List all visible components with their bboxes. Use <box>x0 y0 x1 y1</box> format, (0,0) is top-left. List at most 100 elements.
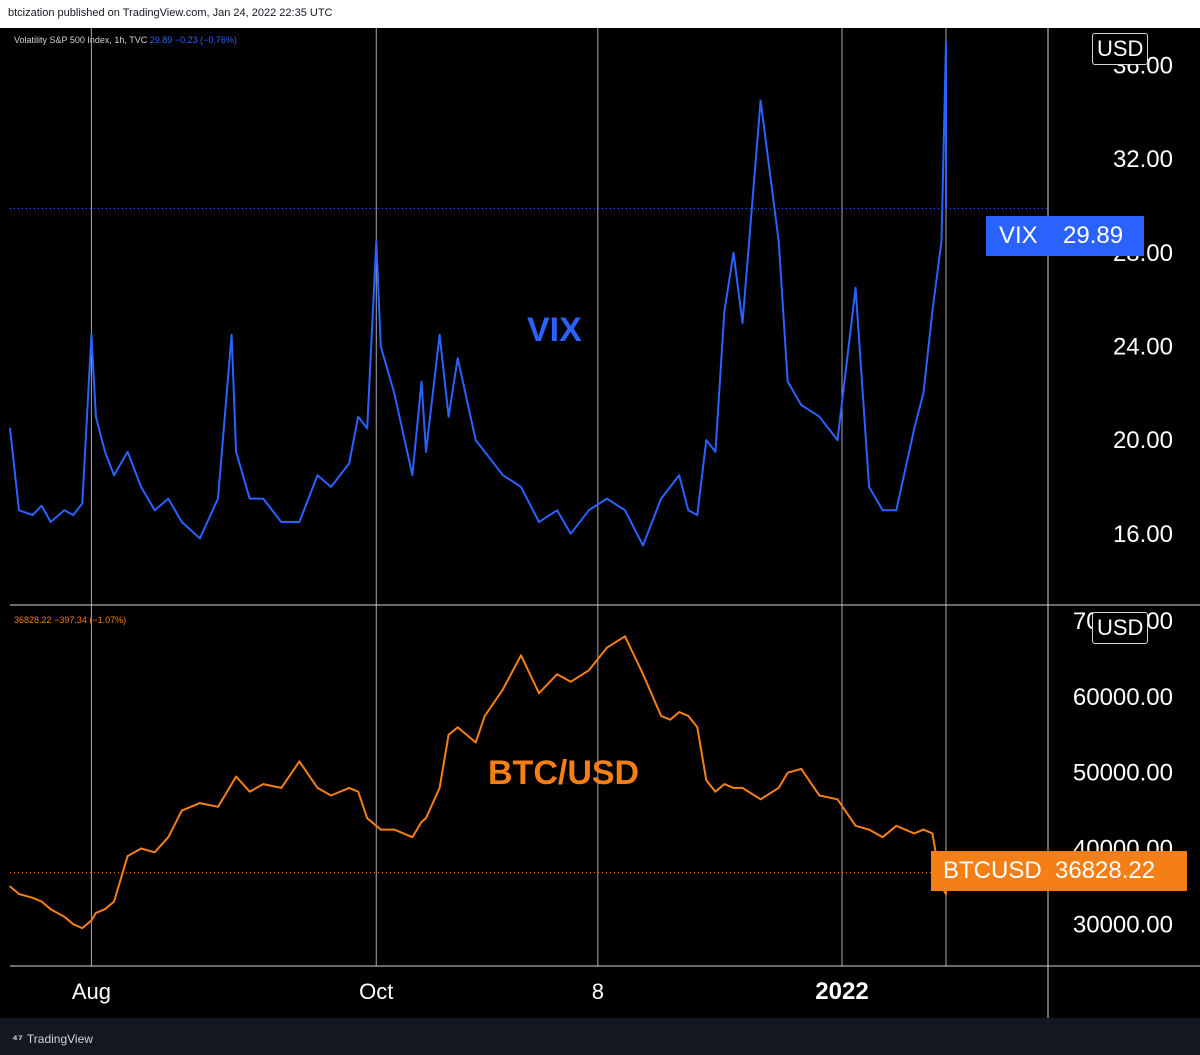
btc-data-point <box>181 809 183 812</box>
btc-data-point <box>624 635 626 638</box>
btc-data-point <box>723 783 726 785</box>
btc-data-point <box>153 851 156 854</box>
btc-data-point <box>922 828 925 831</box>
btc-data-point <box>705 779 708 782</box>
btc-data-point <box>330 794 332 797</box>
btc-data-point <box>9 885 11 888</box>
btc-data-point <box>881 836 884 838</box>
vix-data-point <box>393 392 396 395</box>
vix-data-point <box>379 345 382 348</box>
btc-data-point <box>379 828 382 831</box>
vix-data-point <box>624 509 626 512</box>
vix-data-point <box>280 521 283 523</box>
btc-data-point <box>854 824 857 827</box>
btc-y-tick-label: 60000.00 <box>1073 684 1173 711</box>
btc-data-point <box>230 783 233 785</box>
btc-data-point <box>520 654 522 657</box>
vix-data-point <box>357 415 359 418</box>
vix-data-point <box>181 521 183 523</box>
publish-header: btcization published on TradingView.com,… <box>0 0 1200 28</box>
vix-data-point <box>483 451 486 453</box>
vix-data-point <box>375 240 378 242</box>
vix-data-point <box>854 287 857 289</box>
vix-data-point <box>90 333 93 336</box>
vix-data-point <box>714 451 717 453</box>
vix-series-line <box>9 41 947 547</box>
vix-data-point <box>696 514 699 516</box>
vix-tag-value: 29.89 <box>1063 222 1124 249</box>
vix-data-point <box>678 474 681 477</box>
btc-data-point <box>660 715 662 717</box>
btc-data-point <box>786 771 789 774</box>
vix-data-point <box>520 486 522 488</box>
btc-data-point <box>502 688 504 691</box>
vix-data-point <box>759 99 762 102</box>
btc-data-point <box>262 783 265 785</box>
vix-data-point <box>40 504 43 507</box>
vix-annotation: VIX <box>527 311 582 349</box>
btc-tag-value: 36828.22 <box>1055 857 1156 884</box>
btc-data-point <box>818 794 821 797</box>
btc-y-tick-label: 30000.00 <box>1073 911 1173 938</box>
vix-data-point <box>95 415 97 418</box>
btc-data-point <box>348 787 350 789</box>
btc-data-point <box>687 715 690 717</box>
tradingview-logo[interactable]: ⁴⁷ TradingView <box>12 1032 93 1046</box>
vix-data-point <box>474 439 477 441</box>
vix-data-point <box>330 486 332 488</box>
btc-data-point <box>895 824 898 827</box>
vix-data-point <box>786 380 789 383</box>
footer-bar: ⁴⁷ TradingView <box>0 1018 1200 1055</box>
btc-data-point <box>316 787 319 789</box>
x-tick-label: 8 <box>592 979 604 1004</box>
vix-y-tick-label: 16.00 <box>1113 521 1173 548</box>
vix-data-point <box>366 427 369 430</box>
btc-data-point <box>587 669 590 672</box>
vix-data-point <box>945 41 947 43</box>
vix-legend-change: −0.23 (−0.76%) <box>174 35 237 45</box>
vix-data-point <box>262 497 265 500</box>
btc-data-point <box>678 711 681 713</box>
btc-data-point <box>569 680 572 683</box>
btc-data-point <box>126 855 129 857</box>
vix-data-point <box>660 497 662 500</box>
vix-data-point <box>836 439 839 441</box>
vix-data-point <box>9 427 11 430</box>
vix-data-point <box>72 514 75 516</box>
vix-data-point <box>456 357 459 359</box>
btc-currency-badge[interactable]: USD <box>1092 612 1149 644</box>
btc-data-point <box>49 908 52 910</box>
btc-data-point <box>95 912 97 914</box>
vix-y-tick-label: 24.00 <box>1113 333 1173 360</box>
vix-data-point <box>316 474 319 477</box>
btc-data-point <box>248 790 251 793</box>
btc-data-point <box>732 787 735 789</box>
publish-info: btcization published on TradingView.com,… <box>8 7 333 19</box>
x-tick-label: Oct <box>359 979 393 1004</box>
vix-y-tick-label: 20.00 <box>1113 427 1173 454</box>
vix-tag-symbol: VIX <box>999 222 1038 249</box>
btc-data-point <box>868 828 870 831</box>
vix-data-point <box>569 532 572 535</box>
vix-currency-badge[interactable]: USD <box>1092 33 1149 65</box>
btc-data-point <box>18 893 20 895</box>
btc-data-point <box>759 798 762 801</box>
x-tick-label: 2022 <box>815 978 868 1005</box>
vix-data-point <box>777 240 780 242</box>
vix-data-point <box>81 502 84 505</box>
vix-data-point <box>587 509 590 512</box>
vix-data-point <box>818 415 821 418</box>
vix-data-point <box>411 474 414 477</box>
btc-data-point <box>538 692 540 694</box>
btc-data-point <box>606 646 608 649</box>
btc-data-point <box>199 802 201 804</box>
vix-data-point <box>913 427 916 430</box>
btc-data-point <box>777 787 780 789</box>
btc-data-point <box>800 768 803 770</box>
vix-data-point <box>732 251 735 254</box>
btc-data-point <box>298 760 301 763</box>
vix-data-point <box>167 497 170 500</box>
vix-legend: Volatility S&P 500 Index, 1h, TVC 29.89 … <box>14 35 237 45</box>
btc-data-point <box>836 798 839 801</box>
